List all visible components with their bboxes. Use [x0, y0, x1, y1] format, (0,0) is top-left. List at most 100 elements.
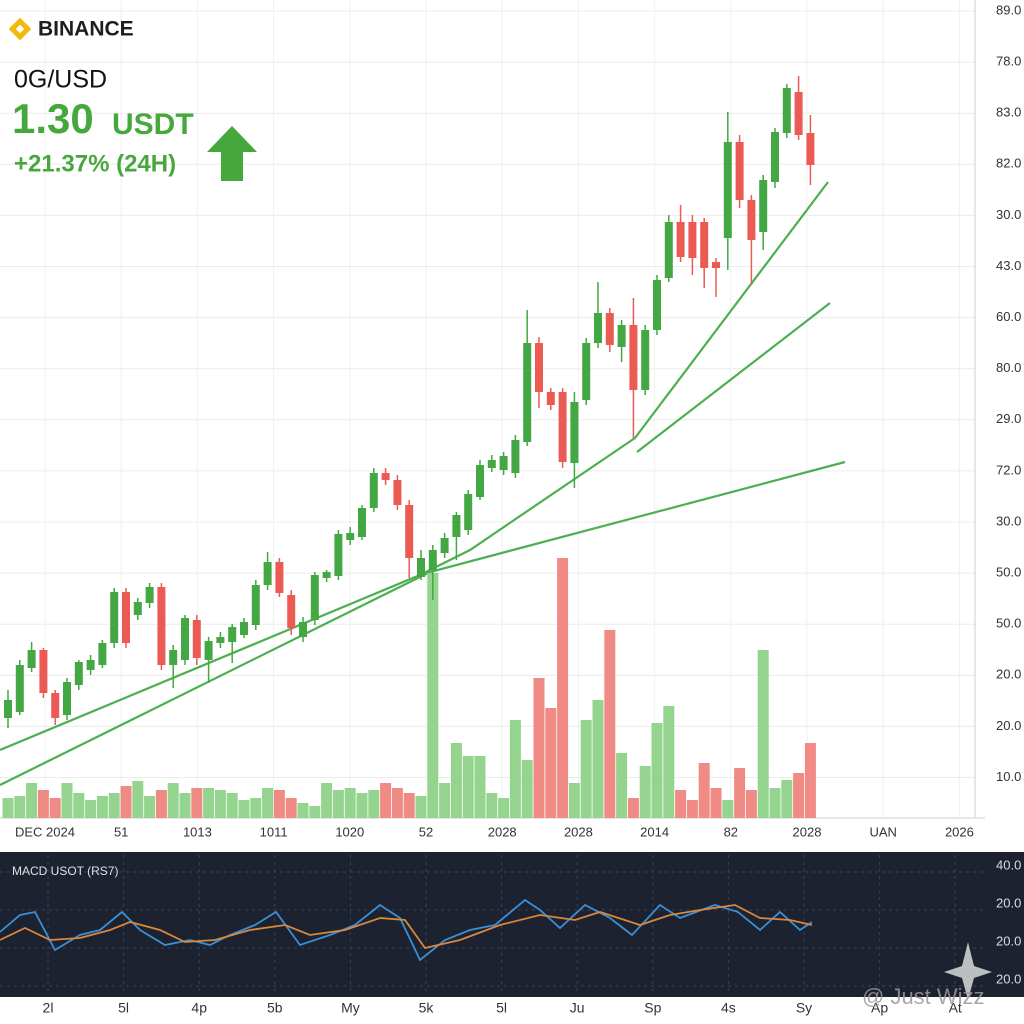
volume-bar [616, 753, 628, 818]
candle-body [629, 325, 638, 390]
volume-bar [592, 700, 604, 818]
volume-bar [509, 720, 521, 818]
candle-body [535, 343, 543, 392]
time-label: 1013 [183, 824, 212, 839]
price-label: 30.0 [996, 513, 1021, 528]
candle-body [676, 222, 685, 257]
lower-time-label: My [341, 1000, 360, 1016]
candle-body [358, 508, 366, 537]
price-label: 10.0 [996, 769, 1021, 784]
candle-body [653, 280, 661, 330]
lower-time-label: Sp [644, 1000, 661, 1016]
candle-body [15, 665, 24, 712]
volume-bar [297, 803, 309, 818]
volume-bar [108, 793, 120, 818]
lower-time-label: 2l [43, 1000, 54, 1016]
volume-bar [226, 793, 238, 818]
price-label: 20.0 [996, 667, 1021, 682]
time-label: 1011 [260, 824, 288, 839]
logo-mark [15, 24, 25, 34]
candle-body [594, 313, 602, 343]
volume-bar [214, 790, 226, 818]
lower-time-label: 5k [419, 1000, 435, 1016]
time-label: DEC 2024 [15, 824, 75, 839]
volume-bar [793, 773, 805, 818]
volume-bar [474, 756, 486, 818]
volume-bar [533, 678, 545, 818]
volume-bar [61, 783, 73, 818]
volume-bar [450, 743, 462, 818]
lower-time-label: 5l [118, 1000, 129, 1016]
price-label: 50.0 [996, 565, 1021, 580]
up-arrow [207, 126, 257, 181]
candle-body [546, 392, 555, 405]
price-label: 30.0 [996, 207, 1021, 222]
candle-body [192, 620, 201, 658]
volume-bar [96, 796, 108, 818]
candle-body [428, 550, 437, 570]
price-label: 50.0 [996, 616, 1021, 631]
lower-time-label: At [949, 1000, 962, 1016]
candle-layer [4, 76, 815, 728]
volume-bar [167, 783, 179, 818]
price: 1.30 [12, 95, 94, 142]
time-label: UAN [869, 824, 896, 839]
volume-bar [521, 760, 533, 818]
time-label: 52 [419, 824, 433, 839]
candle-body [169, 650, 178, 665]
volume-bar [380, 783, 392, 818]
macd-axis: 40.0 20.0 20.0 20.0 [996, 857, 1021, 986]
lower-time-label: 4p [191, 1000, 207, 1016]
price-label: 29.0 [996, 411, 1021, 426]
candle-body [27, 650, 36, 668]
candle-body [63, 682, 71, 715]
volume-layer [2, 558, 816, 818]
volume-bar [132, 781, 144, 818]
time-label: 82 [724, 824, 738, 839]
candle-body [570, 402, 579, 463]
candle-body [487, 460, 496, 468]
volume-bar [804, 743, 816, 818]
candle-body [251, 585, 260, 625]
candle-body [617, 325, 626, 347]
volume-bar [191, 788, 203, 818]
candle-body [181, 618, 189, 660]
signal-line [0, 904, 813, 950]
price-label: 89.0 [996, 2, 1021, 17]
volume-bar [415, 796, 427, 818]
candle-body [310, 575, 319, 620]
candle-body [417, 558, 425, 577]
time-label: 2028 [564, 824, 593, 839]
volume-bar [568, 783, 580, 818]
price-label: 78.0 [996, 54, 1021, 69]
macd-line [0, 898, 813, 962]
trend-line [0, 460, 846, 786]
volume-bar [757, 650, 769, 818]
macd-axis-label: 40.0 [996, 857, 1021, 872]
lower-axis-strip [0, 997, 1024, 1024]
candle-body [157, 587, 166, 665]
volume-bar [356, 793, 368, 818]
volume-bar [486, 793, 498, 818]
candle-body [511, 440, 520, 473]
candle-body [641, 330, 650, 390]
candle-body [381, 473, 390, 480]
time-label: 2014 [640, 824, 669, 839]
volume-bar [37, 790, 49, 818]
candle-body [558, 392, 567, 462]
volume-bar [285, 798, 297, 818]
time-label: 2028 [488, 824, 517, 839]
candle-body [263, 562, 272, 585]
lower-time-label: Sy [796, 1000, 812, 1016]
candle-body [523, 343, 532, 442]
time-label: 1020 [335, 824, 364, 839]
volume-bar [309, 806, 321, 818]
candle-body [204, 641, 213, 660]
macd-axis-label: 20.0 [996, 933, 1021, 948]
price-label: 82.0 [996, 156, 1021, 171]
volume-bar [663, 706, 675, 818]
volume-bar [332, 790, 344, 818]
candle-body [228, 627, 237, 642]
